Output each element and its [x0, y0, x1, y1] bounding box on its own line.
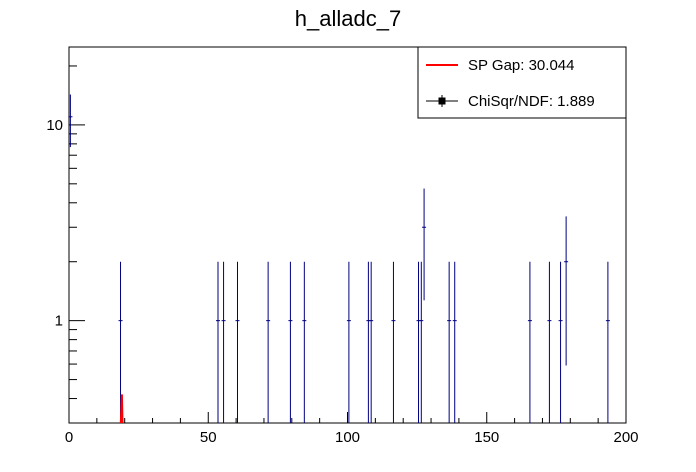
sp-gap-line	[119, 394, 124, 424]
x-tick-label: 0	[65, 429, 73, 446]
x-tick-label: 150	[474, 429, 499, 446]
x-tick-label: 200	[613, 429, 638, 446]
legend-label-chisqr: ChiSqr/NDF: 1.889	[468, 93, 595, 110]
y-tick-label: 1	[55, 313, 63, 330]
chart-title: h_alladc_7	[295, 6, 401, 31]
axes: 0 50 100 150 200 1 10	[46, 65, 639, 446]
x-tick-label: 100	[335, 429, 360, 446]
data-series	[68, 94, 610, 424]
y-tick-label: 10	[46, 117, 63, 134]
legend-swatch-chisqr-marker	[438, 97, 446, 105]
legend: SP Gap: 30.044 ChiSqr/NDF: 1.889	[417, 46, 627, 119]
x-tick-label: 50	[200, 429, 217, 446]
legend-label-sp-gap: SP Gap: 30.044	[468, 57, 574, 74]
legend-box	[417, 46, 627, 119]
